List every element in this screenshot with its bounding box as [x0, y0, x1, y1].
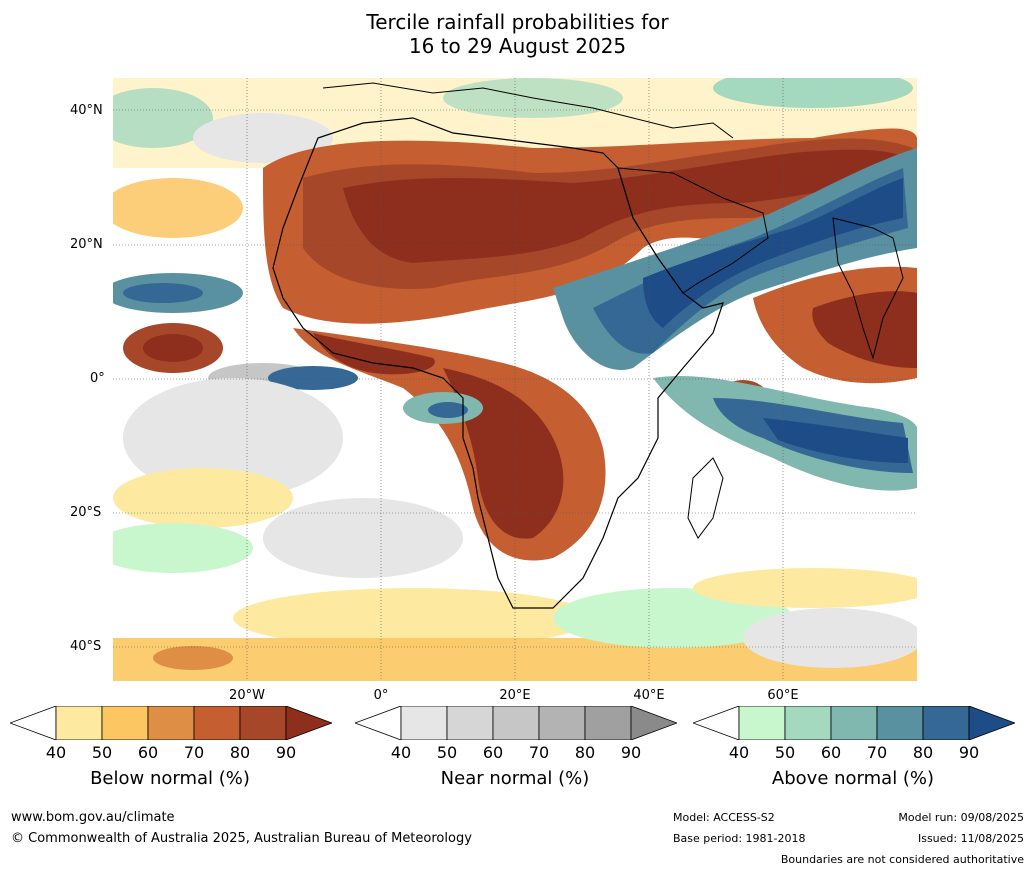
footer-issued: Issued: 11/08/2025 — [917, 832, 1024, 845]
lon-label-20e: 20°E — [499, 688, 531, 703]
colorbar-below-normal — [10, 706, 332, 740]
lon-label-20w: 20°W — [229, 688, 265, 703]
india-coastline — [832, 217, 904, 360]
lon-label-0: 0° — [373, 688, 389, 703]
above-normal-region-gulf-of-guinea — [403, 392, 483, 424]
colorbar-title-above-normal: Above normal (%) — [771, 768, 935, 789]
near-band-1 — [400, 706, 448, 740]
near-band-5 — [584, 706, 632, 740]
above-tick-label: 90 — [958, 743, 980, 762]
near-high-extension — [630, 706, 677, 740]
near-tick-label: 50 — [436, 743, 458, 762]
near-low-extension — [355, 706, 402, 740]
below-tick-label: 90 — [275, 743, 297, 762]
above-band-5 — [922, 706, 970, 740]
footer-base-period: Base period: 1981-2018 — [673, 832, 806, 845]
near-tick-label: 80 — [574, 743, 596, 762]
lat-label-40n: 40°N — [70, 103, 103, 118]
above-band-2 — [784, 706, 832, 740]
near-band-3 — [492, 706, 540, 740]
below-tick-label: 80 — [229, 743, 251, 762]
lat-label-40s: 40°S — [70, 639, 102, 654]
below-tick-label: 60 — [137, 743, 159, 762]
near-tick-label: 60 — [482, 743, 504, 762]
footer-model: Model: ACCESS-S2 — [673, 811, 775, 824]
below-band-4 — [193, 706, 241, 740]
below-band-2 — [101, 706, 149, 740]
graticule — [113, 78, 917, 681]
above-band-3 — [830, 706, 878, 740]
colorbar-near-normal — [355, 706, 677, 740]
colorbar-title-near-normal: Near normal (%) — [440, 768, 590, 789]
above-tick-label: 70 — [866, 743, 888, 762]
below-tick-label: 50 — [91, 743, 113, 762]
below-band-5 — [239, 706, 287, 740]
below-tick-label: 70 — [183, 743, 205, 762]
lat-label-20n: 20°N — [70, 237, 103, 252]
above-band-1 — [738, 706, 786, 740]
colorbar-above-normal — [693, 706, 1015, 740]
below-high-extension — [285, 706, 332, 740]
near-band-2 — [446, 706, 494, 740]
lon-label-40e: 40°E — [633, 688, 665, 703]
above-tick-label: 50 — [774, 743, 796, 762]
lon-label-60e: 60°E — [767, 688, 799, 703]
africa-coastline — [272, 117, 724, 609]
below-normal-region-north-africa — [263, 128, 917, 324]
above-tick-label: 40 — [728, 743, 750, 762]
probability-map — [113, 78, 917, 681]
below-band-3 — [147, 706, 195, 740]
europe-coastline — [322, 82, 734, 139]
near-tick-label: 40 — [390, 743, 412, 762]
below-band-1 — [55, 706, 103, 740]
above-tick-label: 60 — [820, 743, 842, 762]
below-low-extension — [10, 706, 57, 740]
lat-label-20s: 20°S — [70, 505, 102, 520]
below-normal-region-indian-ocean — [718, 266, 917, 416]
footer-copyright: © Commonwealth of Australia 2025, Austra… — [11, 831, 472, 846]
footer-website: www.bom.gov.au/climate — [11, 810, 175, 825]
madagascar-outline — [687, 457, 724, 539]
map-svg — [113, 78, 917, 681]
near-tick-label: 70 — [528, 743, 550, 762]
above-band-4 — [876, 706, 924, 740]
below-tick-label: 40 — [45, 743, 67, 762]
colorbar-title-below-normal: Below normal (%) — [90, 768, 250, 789]
above-high-extension — [968, 706, 1015, 740]
above-tick-label: 80 — [912, 743, 934, 762]
near-tick-label: 90 — [620, 743, 642, 762]
near-band-4 — [538, 706, 586, 740]
lat-label-equator: 0° — [90, 371, 105, 386]
map-title-line-1: Tercile rainfall probabilities for — [366, 10, 669, 34]
above-normal-region-east-africa — [553, 148, 917, 491]
map-title-line-2: 16 to 29 August 2025 — [408, 34, 627, 58]
arabia-coastline — [617, 167, 769, 294]
footer-model-run: Model run: 09/08/2025 — [898, 811, 1024, 824]
footer-disclaimer: Boundaries are not considered authoritat… — [780, 853, 1024, 866]
above-low-extension — [693, 706, 740, 740]
